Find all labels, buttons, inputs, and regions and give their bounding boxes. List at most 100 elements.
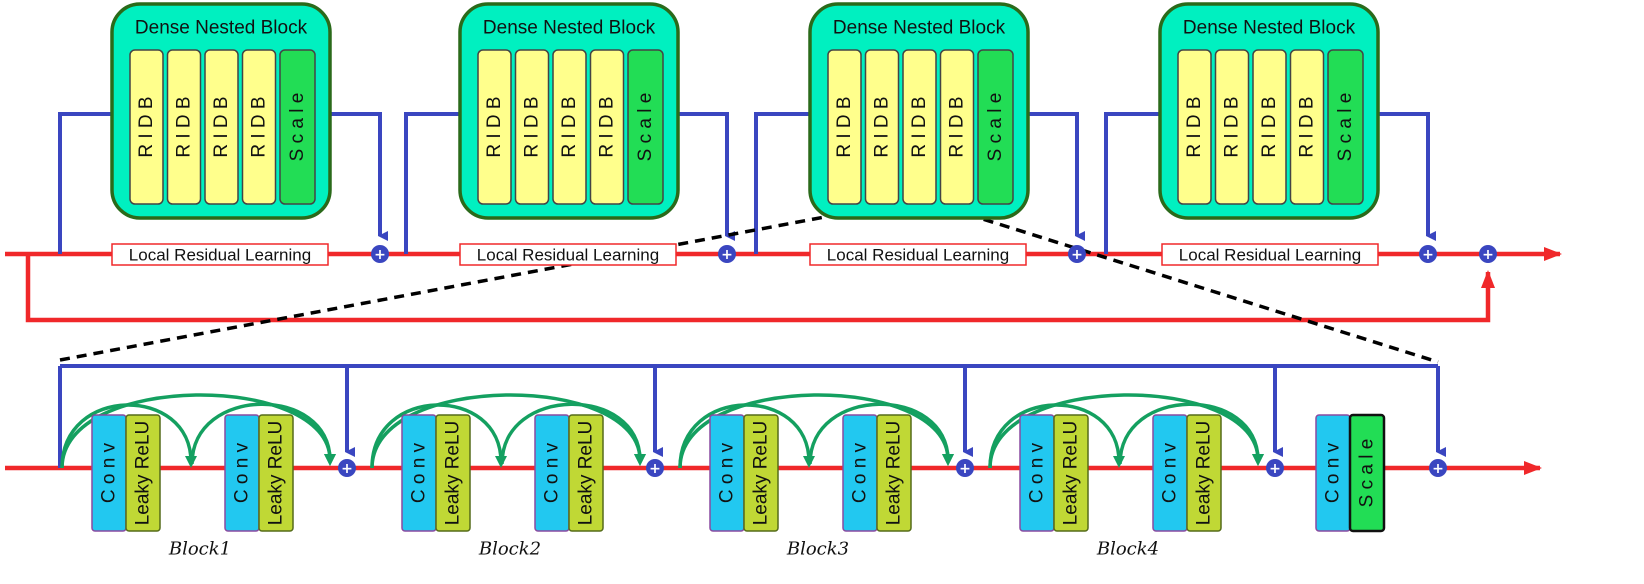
addition-nodes: + + + + + + + + + + (338, 245, 1497, 477)
add-node: + (718, 245, 736, 263)
add-node-circle (1479, 245, 1497, 263)
ridb-cell (589, 49, 625, 205)
dense-nested-block: Dense Nested Block R I D B R I D B R I D B R… (110, 2, 332, 220)
ridb-label: R I D B (249, 96, 270, 157)
ridb-label: R I D B (484, 96, 505, 157)
ridb-label: R I D B (1222, 96, 1243, 157)
local-residual-label-box: Local Residual Learning (459, 243, 677, 266)
ridb-label: R I D B (834, 96, 855, 157)
add-node-circle (1266, 459, 1284, 477)
ridb-label: R I D B (559, 96, 580, 157)
scale-cell (977, 49, 1014, 205)
dense-block-title: Dense Nested Block (483, 18, 656, 39)
dense-block-title: Dense Nested Block (135, 18, 308, 39)
add-node-circle (1068, 245, 1086, 263)
ridb-cell (552, 49, 587, 205)
leaky-relu-label: Leaky ReLU (1061, 421, 1082, 526)
add-node: + (1266, 459, 1284, 477)
ridb-label: R I D B (1184, 96, 1205, 157)
conv-label: C o n v (850, 442, 871, 503)
scale-cell (279, 49, 316, 205)
ridb-label: R I D B (1297, 96, 1318, 157)
block-label: Block1 (168, 539, 231, 560)
dense-nested-block: Dense Nested Block R I D B R I D B R I D B R… (1158, 2, 1380, 220)
dense-block-title: Dense Nested Block (833, 18, 1006, 39)
ridb-cell (1214, 49, 1250, 205)
ridb-detail: C o n v Leaky ReLU C o n v Leaky ReLU Block1… (91, 413, 1386, 560)
leaky-relu-label: Leaky ReLU (133, 421, 154, 526)
leaky-relu-layer (435, 414, 471, 532)
ridb-cell (514, 49, 550, 205)
dense-nested-block: Dense Nested Block R I D B R I D B R I D B R… (808, 2, 1030, 220)
leaky-relu-layer (1186, 414, 1222, 532)
dense-arc-long (988, 393, 1264, 469)
plus-symbol: + (374, 247, 386, 263)
add-node-circle (338, 459, 356, 477)
add-node: + (1419, 245, 1437, 263)
add-node-circle (646, 459, 664, 477)
conv-label: C o n v (1323, 442, 1344, 503)
conv-label: C o n v (542, 442, 563, 503)
leaky-relu-layer (876, 414, 912, 532)
conv-label: C o n v (232, 442, 253, 503)
ridb-label: R I D B (947, 96, 968, 157)
ridb-cell (864, 49, 900, 205)
add-node-circle (956, 459, 974, 477)
dense-arc-long (678, 393, 954, 469)
scale-label: S c a l e (635, 93, 656, 162)
dense-nested-block: Dense Nested Block R I D B R I D B R I D B R… (458, 2, 680, 220)
ridb-label: R I D B (872, 96, 893, 157)
local-residual-frame (111, 243, 329, 266)
scale-label: S c a l e (1357, 439, 1378, 508)
block-label: Block2 (478, 539, 541, 560)
leaky-relu-label: Leaky ReLU (443, 421, 464, 526)
add-node-circle (1419, 245, 1437, 263)
add-node: + (646, 459, 664, 477)
ridb-label: R I D B (1259, 96, 1280, 157)
ridb-cell (1252, 49, 1287, 205)
conv-block: C o n v Leaky ReLU C o n v Leaky ReLU (91, 414, 294, 532)
dense-nested-blocks: Dense Nested Block R I D B R I D B R I D B R… (110, 2, 1380, 266)
conv-label: C o n v (99, 442, 120, 503)
ridb-label: R I D B (174, 96, 195, 157)
ridb-cell (902, 49, 937, 205)
plus-symbol: + (1482, 247, 1494, 263)
plus-symbol: + (1071, 247, 1083, 263)
ridb-label: R I D B (136, 96, 157, 157)
add-node: + (371, 245, 389, 263)
scale-cell (1327, 49, 1364, 205)
add-node: + (338, 459, 356, 477)
leaky-relu-layer (258, 414, 294, 532)
ridb-cell (1177, 49, 1212, 205)
plus-symbol: + (959, 461, 971, 477)
local-residual-label-box: Local Residual Learning (1161, 243, 1379, 266)
add-node: + (1479, 245, 1497, 263)
local-residual-label: Local Residual Learning (129, 246, 311, 265)
local-residual-label-box: Local Residual Learning (111, 243, 329, 266)
zoom-dashed-line-right (934, 202, 1439, 364)
leaky-relu-label: Leaky ReLU (1194, 421, 1215, 526)
local-residual-label: Local Residual Learning (827, 246, 1009, 265)
ridb-label: R I D B (211, 96, 232, 157)
dense-arc-long (370, 393, 646, 469)
block-label: Block3 (786, 539, 849, 560)
ridb-cell (1289, 49, 1325, 205)
scale-layer (1348, 413, 1386, 533)
plus-symbol: + (1422, 247, 1434, 263)
ridb-cell (241, 49, 277, 205)
scale-label: S c a l e (1335, 93, 1356, 162)
scale-cell (627, 49, 664, 205)
scale-label: S c a l e (287, 93, 308, 162)
add-node: + (1068, 245, 1086, 263)
ridb-label: R I D B (597, 96, 618, 157)
dense-block-title: Dense Nested Block (1183, 18, 1356, 39)
leaky-relu-label: Leaky ReLU (266, 421, 287, 526)
conv-block: C o n v Leaky ReLU C o n v Leaky ReLU (401, 414, 604, 532)
local-residual-frame (1161, 243, 1379, 266)
ridb-cell (166, 49, 202, 205)
add-node: + (956, 459, 974, 477)
ridb-cell (129, 49, 164, 205)
leaky-relu-label: Leaky ReLU (751, 421, 772, 526)
